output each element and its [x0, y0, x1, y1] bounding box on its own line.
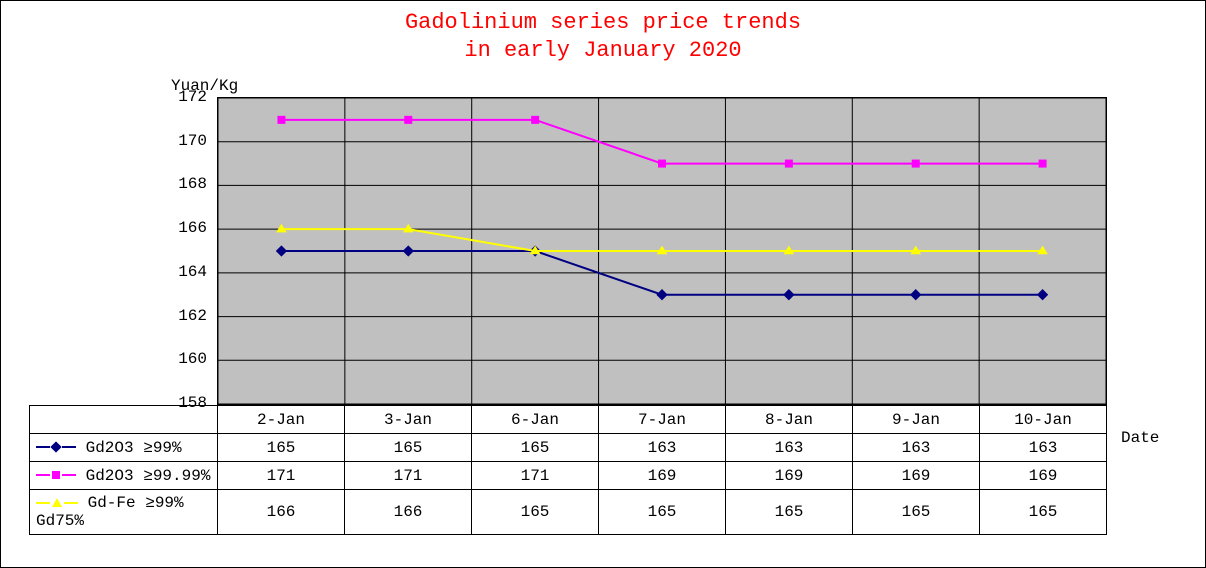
data-cell: 169 — [853, 462, 980, 490]
plot-area — [217, 97, 1107, 405]
y-tick-label: 160 — [178, 350, 207, 368]
y-tick-label: 168 — [178, 175, 207, 193]
date-header: 8-Jan — [726, 406, 853, 434]
title-line2: in early January 2020 — [464, 38, 741, 63]
date-header: 2-Jan — [218, 406, 345, 434]
data-cell: 165 — [345, 434, 472, 462]
data-cell: 166 — [345, 490, 472, 535]
data-cell: 171 — [218, 462, 345, 490]
date-header: 6-Jan — [472, 406, 599, 434]
data-cell: 165 — [218, 434, 345, 462]
date-header: 7-Jan — [599, 406, 726, 434]
plot-svg — [218, 98, 1106, 404]
data-table: 2-Jan3-Jan6-Jan7-Jan8-Jan9-Jan10-Jan Gd2… — [29, 405, 1107, 535]
data-cell: 169 — [599, 462, 726, 490]
data-cell: 165 — [472, 434, 599, 462]
data-cell: 165 — [980, 490, 1107, 535]
y-tick-label: 166 — [178, 219, 207, 237]
title-line1: Gadolinium series price trends — [405, 10, 801, 35]
series-label: Gd-Fe ≥99% Gd75% — [30, 490, 218, 535]
data-cell: 163 — [853, 434, 980, 462]
date-header: 10-Jan — [980, 406, 1107, 434]
y-tick-label: 172 — [178, 88, 207, 106]
data-cell: 163 — [599, 434, 726, 462]
data-cell: 165 — [472, 490, 599, 535]
data-cell: 169 — [980, 462, 1107, 490]
data-cell: 163 — [726, 434, 853, 462]
y-tick-label: 162 — [178, 307, 207, 325]
data-cell: 163 — [980, 434, 1107, 462]
data-cell: 165 — [726, 490, 853, 535]
y-tick-label: 164 — [178, 263, 207, 281]
date-header: 3-Jan — [345, 406, 472, 434]
x-axis-label: Date — [1121, 429, 1159, 447]
series-label: Gd2O3 ≥99% — [30, 434, 218, 462]
data-cell: 165 — [599, 490, 726, 535]
table-blank-header — [30, 406, 218, 434]
data-cell: 165 — [853, 490, 980, 535]
chart-container: Gadolinium series price trends in early … — [0, 0, 1206, 568]
data-cell: 166 — [218, 490, 345, 535]
series-label: Gd2O3 ≥99.99% — [30, 462, 218, 490]
data-cell: 169 — [726, 462, 853, 490]
date-header: 9-Jan — [853, 406, 980, 434]
data-cell: 171 — [345, 462, 472, 490]
y-tick-label: 170 — [178, 132, 207, 150]
data-cell: 171 — [472, 462, 599, 490]
chart-title: Gadolinium series price trends in early … — [1, 9, 1205, 65]
